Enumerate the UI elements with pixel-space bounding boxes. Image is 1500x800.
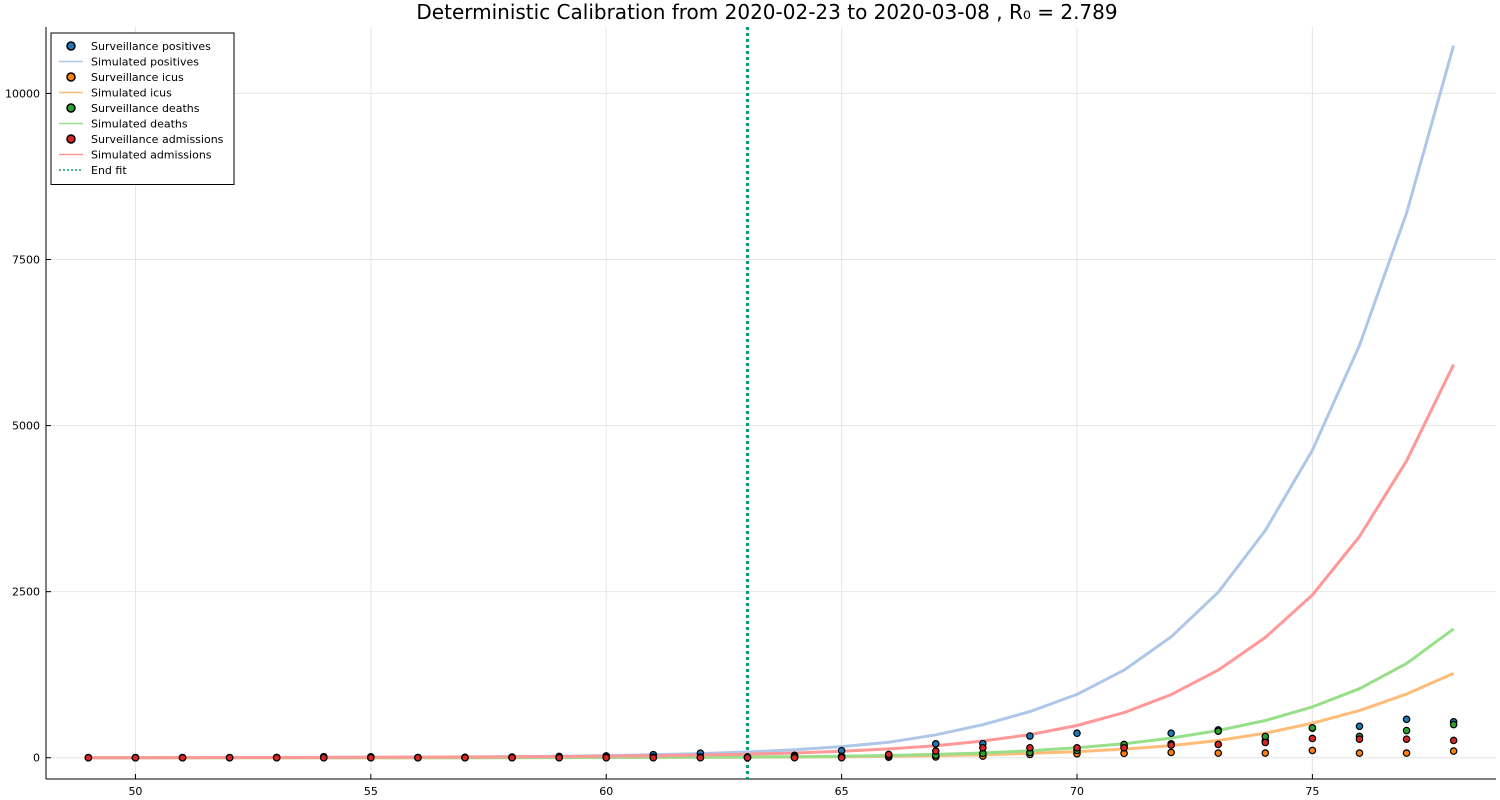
surveillance-admissions-point [743, 753, 752, 762]
surveillance-admissions-point [1449, 736, 1458, 745]
surveillance-admissions-point [131, 753, 140, 762]
surveillance-icus-point [1261, 749, 1270, 757]
series-layer [84, 27, 1458, 779]
surveillance-admissions-point [649, 753, 658, 762]
surveillance-admissions-point [1026, 743, 1034, 752]
x-tick-label: 75 [1305, 785, 1319, 798]
surveillance-icus-point [1402, 749, 1411, 757]
surveillance-positives-point [931, 739, 940, 748]
surveillance-admissions-point [508, 753, 516, 762]
surveillance-admissions-point [461, 753, 469, 762]
surveillance-positives-point [1073, 729, 1081, 738]
simulated-icus-line [88, 672, 1455, 760]
legend-label: Simulated positives [91, 56, 199, 69]
surveillance-admissions-point [178, 753, 187, 762]
surveillance-admissions-point [1402, 735, 1411, 743]
legend-marker [66, 72, 76, 82]
surveillance-positives-point [1167, 729, 1175, 738]
surveillance-admissions-point [1308, 734, 1317, 743]
surveillance-admissions-point [837, 753, 846, 762]
x-tick-label: 60 [599, 785, 613, 798]
surveillance-deaths-point [1449, 720, 1458, 729]
grid [46, 27, 1496, 779]
legend-label: Surveillance deaths [91, 102, 200, 115]
surveillance-admissions-point [1214, 740, 1223, 749]
surveillance-admissions-point [979, 743, 987, 752]
surveillance-icus-point [1308, 746, 1317, 755]
surveillance-admissions-point [1355, 735, 1364, 743]
x-tick-label: 65 [835, 785, 849, 798]
surveillance-icus-point [1355, 749, 1364, 757]
surveillance-admissions-point [602, 753, 611, 762]
x-tick-label: 50 [128, 785, 142, 798]
surveillance-deaths-point [1402, 726, 1411, 735]
legend-label: Surveillance positives [91, 40, 211, 53]
surveillance-admissions-point [225, 753, 234, 762]
y-tick-label: 0 [33, 752, 40, 765]
surveillance-icus-point [1167, 748, 1175, 757]
simulated-admissions-line [88, 363, 1455, 760]
legend-label: Surveillance admissions [91, 133, 224, 146]
surveillance-deaths-point [1214, 727, 1223, 735]
surveillance-deaths-point [1308, 724, 1317, 732]
surveillance-admissions-point [696, 753, 705, 762]
y-tick-label: 2500 [12, 586, 40, 599]
x-tick-label: 55 [364, 785, 378, 798]
legend: Surveillance positives Simulated positive… [50, 32, 235, 185]
surveillance-icus-point [1214, 749, 1223, 757]
surveillance-admissions-point [84, 753, 93, 762]
surveillance-admissions-point [272, 753, 281, 762]
legend-marker [66, 103, 76, 113]
legend-marker [66, 134, 76, 144]
x-tick-label: 70 [1070, 785, 1084, 798]
legend-label: Surveillance icus [91, 71, 184, 84]
surveillance-admissions-point [884, 750, 893, 759]
chart-title: Deterministic Calibration from 2020-02-2… [416, 0, 1117, 24]
y-tick-label: 10000 [5, 87, 40, 100]
surveillance-admissions-point [555, 753, 563, 762]
y-tick-label: 5000 [12, 420, 40, 433]
simulated-positives-line [88, 45, 1456, 760]
surveillance-admissions-point [319, 753, 328, 762]
axes: 50 55 60 65 70 75 0 2500 5000 7500 10000 [5, 27, 1496, 798]
legend-label: Simulated deaths [91, 118, 188, 131]
surveillance-positives-point [1355, 722, 1364, 731]
surveillance-admissions-point [1120, 743, 1128, 752]
surveillance-positives-point [1026, 732, 1034, 740]
surveillance-admissions-point [931, 747, 940, 755]
surveillance-positives-point [1402, 715, 1411, 724]
legend-label: Simulated admissions [91, 149, 212, 162]
surveillance-admissions-point [790, 753, 799, 762]
surveillance-admissions-point [1073, 743, 1081, 752]
surveillance-icus-point [1449, 747, 1458, 755]
legend-label: End fit [91, 164, 127, 177]
y-tick-label: 7500 [12, 254, 40, 267]
surveillance-admissions-point [1167, 741, 1175, 749]
surveillance-admissions-point [367, 753, 375, 762]
legend-label: Simulated icus [91, 87, 172, 100]
surveillance-admissions-point [1261, 738, 1270, 747]
legend-box [50, 32, 235, 185]
surveillance-admissions-point [414, 753, 422, 762]
legend-marker [66, 41, 76, 51]
